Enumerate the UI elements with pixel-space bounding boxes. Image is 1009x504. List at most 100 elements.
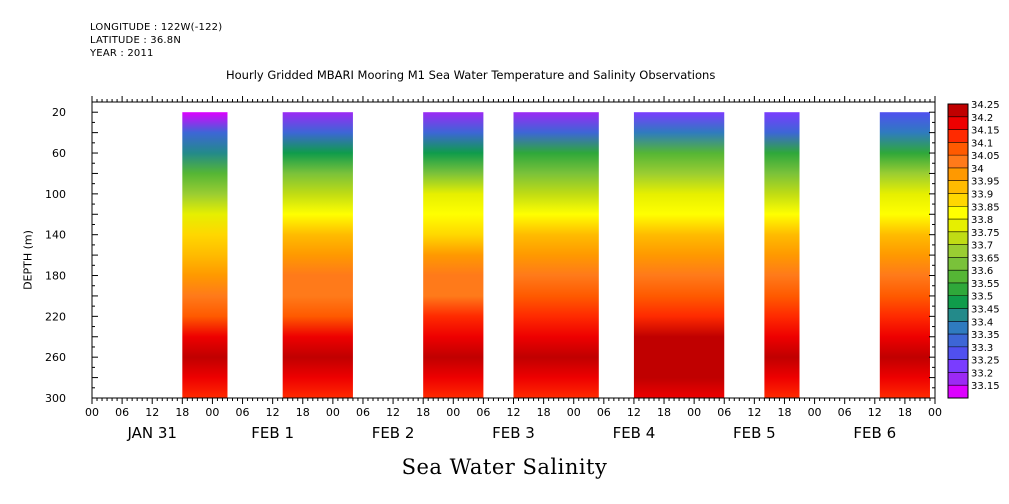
colorbar-frame — [947, 103, 969, 399]
x-tick-label: 18 — [537, 406, 551, 419]
colorbar-swatch — [948, 308, 968, 322]
x-tick-label: 18 — [416, 406, 430, 419]
colorbar-label: 33.2 — [971, 368, 993, 379]
colorbar-label: 33.55 — [971, 279, 1000, 290]
data-block — [513, 112, 599, 398]
x-tick-label: 00 — [808, 406, 822, 419]
x-tick-label: 00 — [446, 406, 460, 419]
colorbar-swatch — [948, 359, 968, 373]
colorbar-label: 33.8 — [971, 215, 993, 226]
x-tick-label: 06 — [236, 406, 250, 419]
x-tick-label: 00 — [326, 406, 340, 419]
data-block — [764, 112, 800, 398]
x-tick-label: 06 — [356, 406, 370, 419]
colorbar-swatch — [948, 193, 968, 207]
colorbar-swatch — [948, 142, 968, 156]
colorbar-label: 33.4 — [971, 317, 993, 328]
data-block — [282, 112, 353, 398]
colorbar-label: 33.15 — [971, 381, 1000, 392]
colorbar-label: 33.25 — [971, 356, 1000, 367]
y-tick-label: 100 — [45, 188, 66, 201]
data-block — [182, 112, 228, 398]
y-tick-label: 180 — [45, 270, 66, 283]
data-block — [423, 112, 484, 398]
colorbar-swatch — [948, 282, 968, 297]
x-day-label: FEB 4 — [613, 424, 656, 442]
x-tick-label: 00 — [687, 406, 701, 419]
colorbar-label: 33.75 — [971, 228, 1000, 239]
colorbar-swatch — [948, 346, 968, 361]
x-tick-label: 06 — [115, 406, 129, 419]
colorbar-swatch — [948, 257, 968, 271]
x-tick-label: 12 — [627, 406, 641, 419]
x-day-label: FEB 1 — [251, 424, 294, 442]
y-tick-label: 60 — [52, 147, 66, 160]
colorbar-label: 34.1 — [971, 138, 993, 149]
colorbar-swatch — [948, 295, 968, 310]
longitude-label: LONGITUDE : 122W(-122) — [90, 22, 223, 33]
colorbar-label: 33.95 — [971, 177, 1000, 188]
colorbar-swatch — [948, 155, 968, 169]
y-tick-label: 300 — [45, 392, 66, 405]
x-tick-label: 12 — [386, 406, 400, 419]
x-tick-label: 18 — [898, 406, 912, 419]
x-tick-label: 12 — [507, 406, 521, 419]
x-day-label: FEB 5 — [733, 424, 776, 442]
colorbar-swatch — [948, 244, 968, 258]
colorbar-label: 34 — [971, 164, 984, 175]
colorbar-swatch — [948, 206, 968, 220]
colorbar-label: 34.25 — [971, 100, 1000, 111]
x-tick-label: 00 — [928, 406, 942, 419]
x-axis-label: Sea Water Salinity — [401, 455, 608, 479]
chart-title: Hourly Gridded MBARI Mooring M1 Sea Wate… — [226, 68, 716, 82]
colorbar-swatch — [948, 231, 968, 246]
colorbar-label: 34.05 — [971, 151, 1000, 162]
colorbar-swatch — [948, 321, 968, 335]
colorbar-swatch — [948, 219, 968, 233]
x-tick-label: 06 — [597, 406, 611, 419]
colorbar-label: 34.15 — [971, 126, 1000, 137]
x-tick-label: 06 — [476, 406, 490, 419]
colorbar-swatch — [948, 270, 968, 284]
colorbar-swatch — [948, 116, 968, 131]
y-tick-label: 140 — [45, 229, 66, 242]
colorbar-label: 33.6 — [971, 266, 993, 277]
x-tick-label: 18 — [777, 406, 791, 419]
colorbar-swatch — [948, 180, 968, 194]
colorbar-swatch — [948, 385, 968, 399]
latitude-label: LATITUDE : 36.8N — [90, 35, 182, 46]
colorbar-label: 33.7 — [971, 241, 993, 252]
y-tick-label: 20 — [52, 106, 66, 119]
x-tick-label: 18 — [175, 406, 189, 419]
x-tick-label: 06 — [717, 406, 731, 419]
x-tick-label: 00 — [85, 406, 99, 419]
colorbar-label: 33.9 — [971, 189, 993, 200]
data-blocks — [182, 112, 930, 398]
colorbar-swatch — [948, 104, 968, 118]
x-tick-label: 12 — [747, 406, 761, 419]
colorbar-label: 34.2 — [971, 113, 993, 124]
colorbar-label: 33.85 — [971, 202, 1000, 213]
x-day-label: FEB 6 — [853, 424, 896, 442]
data-block — [633, 112, 725, 398]
colorbar-swatch — [948, 167, 968, 182]
x-tick-label: 00 — [205, 406, 219, 419]
year-label: YEAR : 2011 — [90, 48, 154, 59]
x-day-label: JAN 31 — [126, 424, 177, 442]
colorbar-swatch — [948, 334, 968, 348]
x-tick-label: 12 — [145, 406, 159, 419]
x-tick-label: 12 — [868, 406, 882, 419]
x-tick-label: 12 — [266, 406, 280, 419]
y-tick-label: 260 — [45, 351, 66, 364]
x-tick-label: 18 — [296, 406, 310, 419]
colorbar-label: 33.65 — [971, 253, 1000, 264]
x-day-label: FEB 2 — [372, 424, 415, 442]
colorbar-label: 33.3 — [971, 343, 993, 354]
x-tick-label: 00 — [567, 406, 581, 419]
colorbar-label: 33.5 — [971, 292, 993, 303]
colorbar-label: 33.45 — [971, 305, 1000, 316]
colorbar-swatch — [948, 372, 968, 386]
x-tick-label: 06 — [838, 406, 852, 419]
